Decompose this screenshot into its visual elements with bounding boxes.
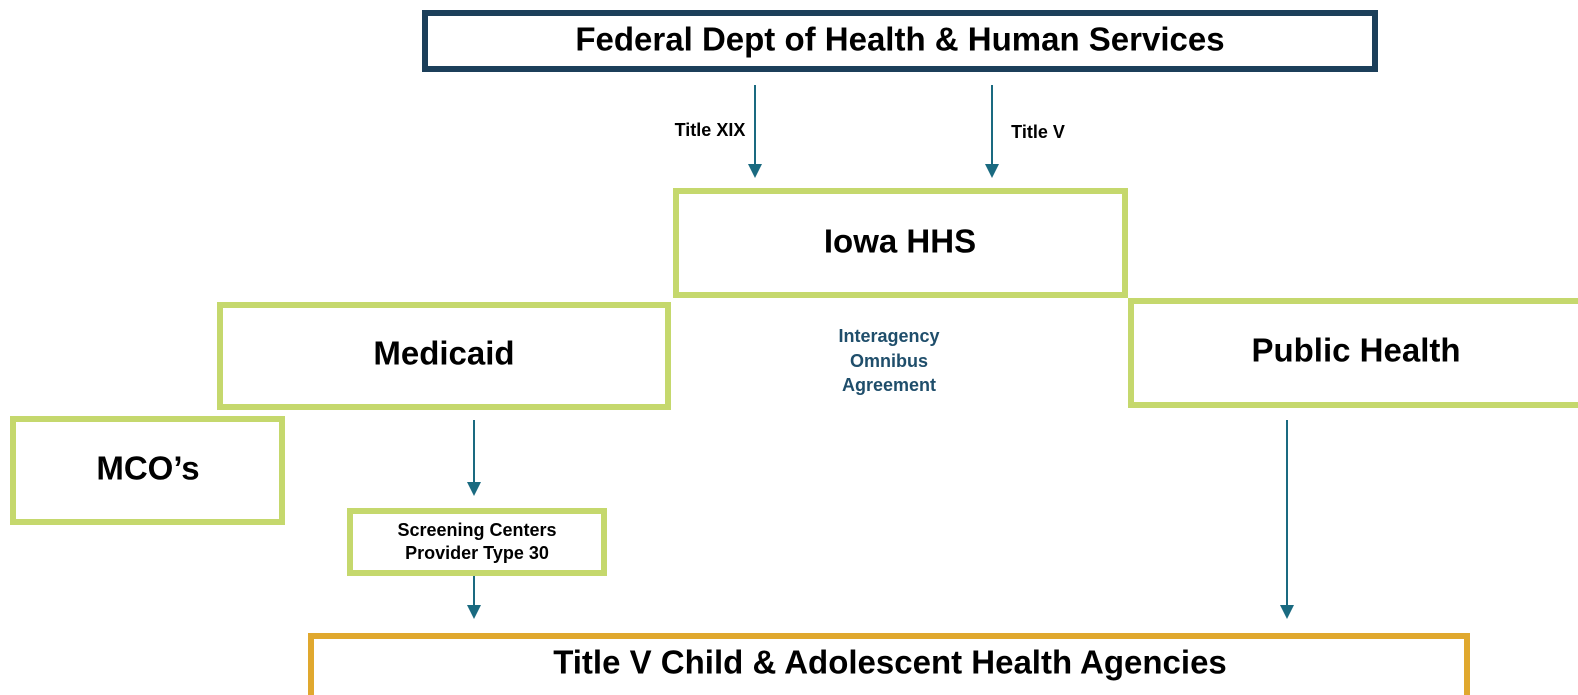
arrow-head bbox=[748, 164, 762, 178]
arrow-head bbox=[467, 605, 481, 619]
arrow-head bbox=[1280, 605, 1294, 619]
public-health-label: Public Health bbox=[1251, 332, 1460, 369]
title-v-box bbox=[308, 633, 1470, 695]
medicaid-box bbox=[217, 302, 671, 410]
title-v-label: Title V Child & Adolescent Health Agenci… bbox=[553, 644, 1227, 681]
edge-label: Title V bbox=[1011, 122, 1065, 142]
note-line: Interagency bbox=[838, 326, 939, 346]
arrow-head bbox=[985, 164, 999, 178]
iowa-label: Iowa HHS bbox=[824, 223, 976, 260]
public-health-box bbox=[1128, 298, 1578, 408]
iowa-box bbox=[673, 188, 1128, 298]
federal-box bbox=[422, 10, 1378, 72]
federal-label: Federal Dept of Health & Human Services bbox=[575, 21, 1224, 58]
medicaid-label: Medicaid bbox=[373, 335, 514, 372]
screening-line: Provider Type 30 bbox=[405, 543, 549, 563]
mco-label: MCO’s bbox=[96, 450, 199, 487]
screening-line: Screening Centers bbox=[397, 520, 556, 540]
mco-box bbox=[10, 416, 285, 525]
edge-label: Title XIX bbox=[675, 120, 746, 140]
screening-box bbox=[347, 508, 607, 576]
note-line: Omnibus bbox=[850, 351, 928, 371]
arrow-head bbox=[467, 482, 481, 496]
note-line: Agreement bbox=[842, 375, 936, 395]
